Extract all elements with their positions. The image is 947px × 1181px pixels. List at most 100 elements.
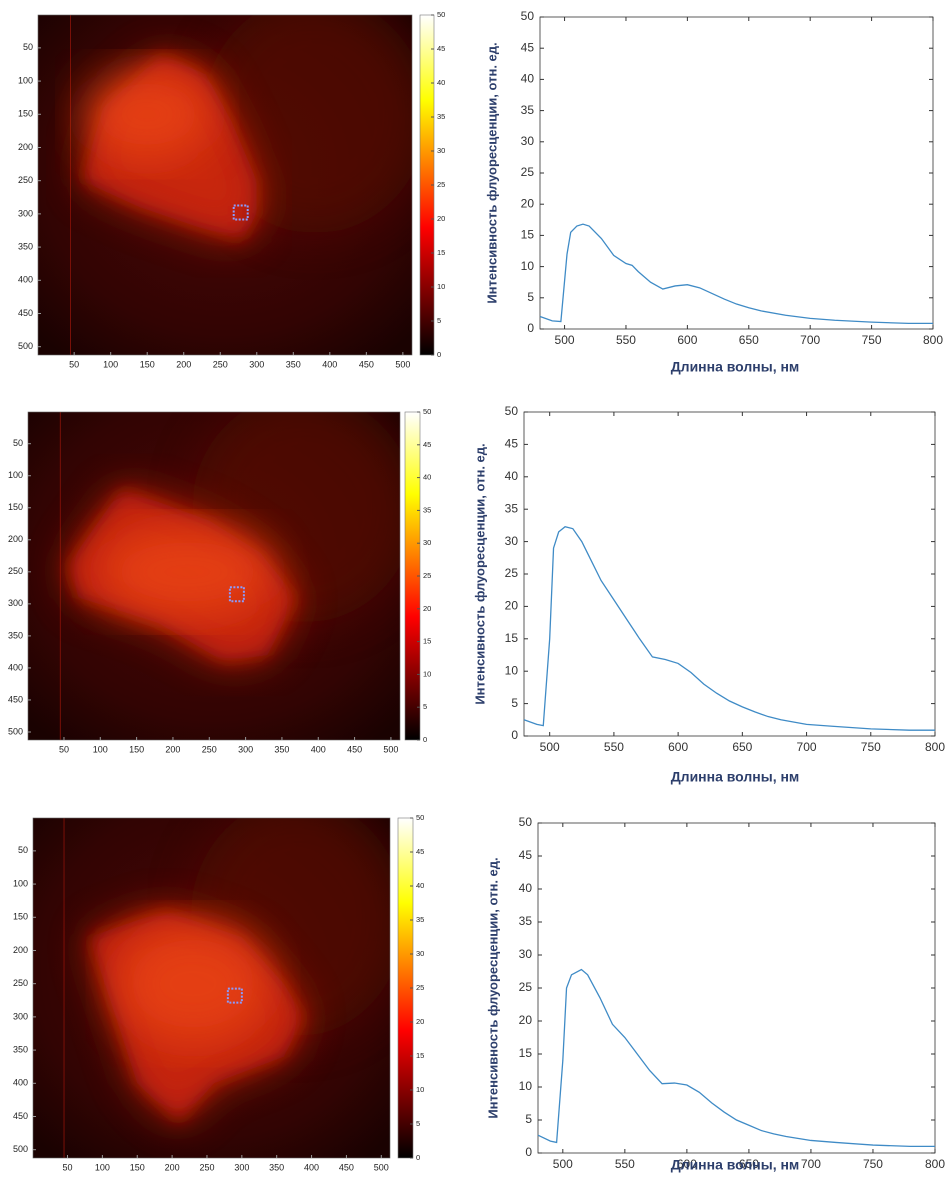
colorbar-tick-label: 40 — [423, 473, 431, 482]
y-tick-label: 500 — [18, 341, 33, 351]
image — [38, 15, 412, 355]
colorbar-tick-label: 35 — [437, 112, 445, 121]
colorbar-tick-label: 20 — [437, 214, 445, 223]
colorbar-tick-label: 15 — [416, 1051, 424, 1060]
x-tick-label: 100 — [93, 744, 108, 754]
y-tick-label: 25 — [521, 165, 535, 179]
roi — [226, 987, 243, 1004]
x-tick-label: 700 — [801, 1157, 821, 1171]
tissue-core — [81, 67, 213, 161]
x-tick-label: 750 — [861, 740, 881, 754]
x-tick-label: 250 — [199, 1162, 214, 1172]
x-tick-label: 200 — [165, 744, 180, 754]
colorbar-tick-label: 25 — [437, 180, 445, 189]
y-tick-label: 45 — [505, 437, 519, 451]
y-tick-label: 300 — [13, 1011, 28, 1021]
y-tick-label: 200 — [18, 142, 33, 152]
colorbar-tick-label: 50 — [437, 10, 445, 19]
tissue-core — [116, 923, 270, 1044]
y-tick-label: 30 — [521, 134, 535, 148]
colorbar-tick-label: 40 — [437, 78, 445, 87]
x-tick-label: 500 — [555, 333, 575, 347]
x-tick-label: 450 — [359, 359, 374, 369]
x-axis-label: Длинна волны, нм — [671, 1157, 800, 1173]
y-tick-label: 35 — [505, 501, 519, 515]
y-tick-label: 0 — [527, 321, 534, 335]
x-tick-label: 800 — [923, 333, 943, 347]
y-tick-label: 450 — [18, 308, 33, 318]
colorbar-tick-label: 10 — [423, 669, 431, 678]
x-tick-label: 200 — [165, 1162, 180, 1172]
y-tick-label: 250 — [18, 175, 33, 185]
roi — [228, 586, 245, 603]
y-tick-label: 50 — [519, 815, 533, 829]
y-tick-label: 15 — [521, 228, 535, 242]
roi — [232, 204, 249, 221]
x-tick-label: 350 — [269, 1162, 284, 1172]
y-tick-label: 150 — [18, 109, 33, 119]
colorbar-tick-label: 30 — [423, 538, 431, 547]
series-line — [537, 968, 935, 1148]
colorbar-tick-label: 50 — [423, 407, 431, 416]
x-tick-label: 300 — [249, 359, 264, 369]
colorbar-tick-label: 40 — [416, 881, 424, 890]
y-tick-label: 15 — [519, 1046, 533, 1060]
y-axis-label: Интенсивность флуоресценции, отн. ед. — [472, 443, 487, 704]
colorbar-tick-label: 15 — [437, 248, 445, 257]
y-tick-label: 5 — [525, 1112, 532, 1126]
y-tick-label: 35 — [521, 103, 535, 117]
x-tick-label: 50 — [59, 744, 69, 754]
y-tick-label: 400 — [8, 662, 23, 672]
colorbar-tick-label: 5 — [423, 702, 427, 711]
colorbar-tick-label: 35 — [416, 915, 424, 924]
y-tick-label: 50 — [505, 404, 519, 418]
x-tick-label: 600 — [677, 1157, 697, 1171]
y-tick-label: 350 — [8, 630, 23, 640]
y-tick-label: 40 — [519, 881, 533, 895]
colorbar-tick-label: 10 — [437, 282, 445, 291]
colorbar-tick-label: 30 — [416, 949, 424, 958]
y-tick-label: 500 — [13, 1144, 28, 1154]
y-tick-label: 450 — [13, 1111, 28, 1121]
y-tick-label: 400 — [13, 1078, 28, 1088]
y-tick-label: 450 — [8, 694, 23, 704]
x-tick-label: 400 — [311, 744, 326, 754]
plot-frame — [539, 16, 934, 330]
y-tick-label: 20 — [519, 1013, 533, 1027]
x-tick-label: 500 — [540, 740, 560, 754]
y-tick-label: 350 — [18, 241, 33, 251]
y-tick-label: 50 — [18, 845, 28, 855]
x-tick-label: 650 — [739, 333, 759, 347]
x-tick-label: 100 — [103, 359, 118, 369]
plot-frame — [537, 822, 936, 1154]
y-tick-label: 300 — [8, 598, 23, 608]
colorbar-tick-label: 5 — [437, 316, 441, 325]
colorbar-tick-label: 5 — [416, 1119, 420, 1128]
y-axis-label: Интенсивность флуоресценции, отн. ед. — [484, 42, 499, 303]
x-tick-label: 150 — [130, 1162, 145, 1172]
y-tick-label: 5 — [527, 290, 534, 304]
y-tick-label: 300 — [18, 208, 33, 218]
image-frame — [27, 411, 401, 741]
colorbar-tick-label: 35 — [423, 505, 431, 514]
plot-frame — [523, 411, 936, 737]
colorbar-tick-label: 0 — [416, 1153, 420, 1162]
y-tick-label: 20 — [521, 196, 535, 210]
y-tick-label: 30 — [519, 947, 533, 961]
x-tick-label: 800 — [925, 740, 945, 754]
x-tick-label: 650 — [732, 740, 752, 754]
y-tick-label: 40 — [505, 469, 519, 483]
image-frame — [32, 817, 391, 1159]
image — [28, 412, 400, 740]
y-tick-label: 10 — [519, 1079, 533, 1093]
y-tick-label: 200 — [8, 534, 23, 544]
x-tick-label: 550 — [604, 740, 624, 754]
y-tick-label: 250 — [13, 978, 28, 988]
y-tick-label: 35 — [519, 914, 533, 928]
x-axis-label: Длинна волны, нм — [671, 359, 800, 375]
colorbar-tick-label: 30 — [437, 146, 445, 155]
y-tick-label: 20 — [505, 599, 519, 613]
colorbar-tick-label: 25 — [423, 571, 431, 580]
x-tick-label: 700 — [797, 740, 817, 754]
